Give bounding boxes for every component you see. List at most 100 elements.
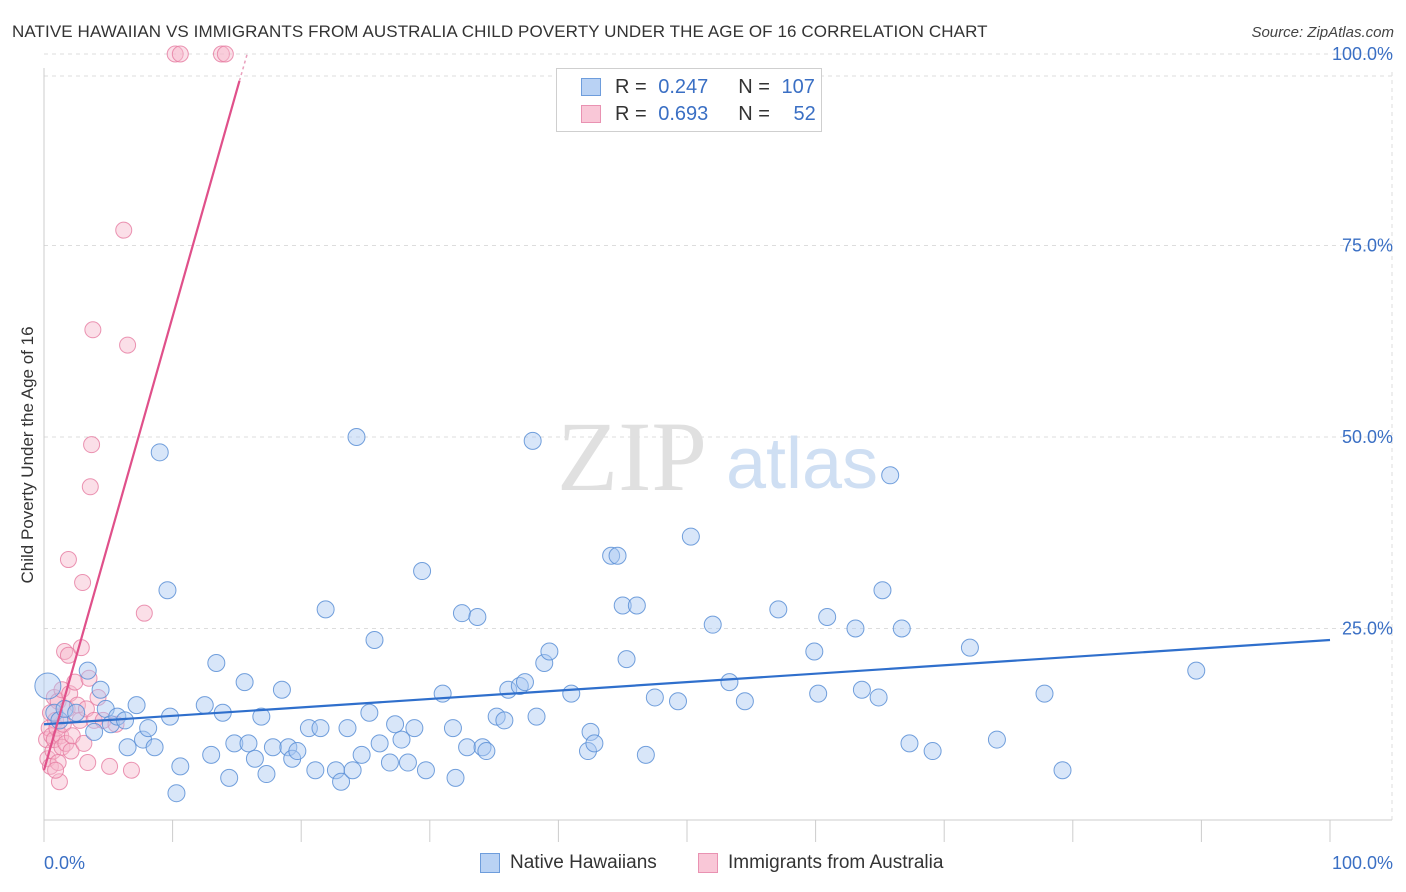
data-point-native-hawaiians [585,734,604,753]
bottom-legend-native-hawaiians: Native Hawaiians [480,852,657,874]
data-point-native-hawaiians [398,753,417,772]
data-point-native-hawaiians [352,745,371,764]
data-point-native-hawaiians [158,581,177,600]
tick-labels: 25.0% 50.0% 75.0% 100.0% 0.0% 100.0% [44,44,1393,873]
data-point-native-hawaiians [139,719,158,738]
data-point-native-hawaiians [495,711,514,730]
data-point-immigrants-australia [166,45,184,63]
data-point-immigrants-australia [47,761,65,779]
data-point-native-hawaiians [207,653,226,672]
data-point-native-hawaiians [311,719,330,738]
legend-row-immigrants-australia: R = 0.693 N = 52 [581,102,816,126]
data-point-native-hawaiians [1053,761,1072,780]
data-point-native-hawaiians [892,619,911,638]
data-point-native-hawaiians [347,428,366,446]
data-point-native-hawaiians [67,703,86,722]
data-point-native-hawaiians [608,546,627,565]
data-point-native-hawaiians [332,772,351,791]
data-point-native-hawaiians [468,608,487,627]
legend-swatch-blue [581,78,601,96]
data-point-immigrants-australia [83,436,101,454]
bottom-legend-label: Native Hawaiians [510,852,657,873]
data-point-native-hawaiians [245,749,264,768]
data-point-native-hawaiians [613,596,632,615]
data-point-native-hawaiians [458,738,477,757]
data-point-native-hawaiians [145,738,164,757]
data-point-native-hawaiians [703,615,722,634]
chart-title: NATIVE HAWAIIAN VS IMMIGRANTS FROM AUSTR… [12,22,988,41]
data-point-native-hawaiians [602,546,621,565]
data-point-native-hawaiians [220,768,239,787]
data-point-native-hawaiians [360,703,379,722]
data-point-native-hawaiians [578,742,597,761]
data-point-immigrants-australia [171,45,189,63]
data-point-native-hawaiians [1187,661,1206,680]
watermark-zip: ZIP [557,401,707,512]
data-point-native-hawaiians [252,707,271,726]
data-point-native-hawaiians [85,722,104,741]
data-point-native-hawaiians [873,581,892,600]
data-point-immigrants-australia [212,45,230,63]
data-point-immigrants-australia [59,551,77,569]
data-point-native-hawaiians [627,596,646,615]
data-point-native-hawaiians [171,757,190,776]
data-point-native-hawaiians [288,742,307,761]
data-point-native-hawaiians [343,761,362,780]
data-point-native-hawaiians [923,742,942,761]
watermark: ZIP atlas [557,401,878,512]
data-point-native-hawaiians [818,608,837,627]
gridlines [44,53,1393,820]
data-point-native-hawaiians [720,673,739,692]
bottom-legend-immigrants-australia: Immigrants from Australia [698,852,943,874]
data-point-native-hawaiians [386,715,405,734]
data-point-native-hawaiians [852,680,871,699]
legend-n-label: N = [738,75,776,98]
data-point-immigrants-australia [84,321,102,339]
data-point-native-hawaiians [735,692,754,711]
data-point-native-hawaiians [118,738,137,757]
data-point-native-hawaiians [846,619,865,638]
y-tick-label: 100.0% [1332,44,1393,64]
data-point-native-hawaiians [272,680,291,699]
data-point-native-hawaiians [668,692,687,711]
data-point-native-hawaiians [477,742,496,761]
data-point-immigrants-australia [122,761,140,779]
data-point-native-hawaiians [34,672,62,700]
legend-n-label: N = [738,102,776,125]
bottom-legend-swatch-blue [480,853,500,873]
data-point-immigrants-australia [135,604,153,622]
legend-n-value: 52 [793,102,816,125]
data-point-native-hawaiians [370,734,389,753]
data-point-native-hawaiians [91,680,110,699]
data-point-immigrants-australia [216,45,234,63]
data-point-native-hawaiians [900,734,919,753]
data-point-native-hawaiians [527,707,546,726]
data-point-immigrants-australia [79,754,97,772]
data-point-native-hawaiians [405,719,424,738]
trend-lines [42,53,1331,771]
data-point-native-hawaiians [78,661,97,680]
data-point-native-hawaiians [1035,684,1054,703]
bottom-legend-label: Immigrants from Australia [728,852,944,873]
data-point-native-hawaiians [581,722,600,741]
data-point-native-hawaiians [535,653,554,672]
data-point-native-hawaiians [452,604,471,623]
data-point-native-hawaiians [239,734,258,753]
data-point-native-hawaiians [257,765,276,784]
data-point-native-hawaiians [562,684,581,703]
data-point-native-hawaiians [805,642,824,661]
data-point-native-hawaiians [515,673,534,692]
trend-line-immigrants-australia-extension [238,53,248,82]
y-tick-label: 75.0% [1342,236,1393,256]
bottom-legend-swatch-pink [698,853,718,873]
y-tick-label: 50.0% [1342,427,1393,447]
data-point-native-hawaiians [869,688,888,707]
data-point-native-hawaiians [446,768,465,787]
data-point-native-hawaiians [392,730,411,749]
data-point-immigrants-australia [81,478,99,496]
legend-n-value: 107 [781,75,815,98]
data-point-native-hawaiians [769,600,788,619]
data-point-immigrants-australia [119,336,137,354]
data-point-native-hawaiians [225,734,244,753]
